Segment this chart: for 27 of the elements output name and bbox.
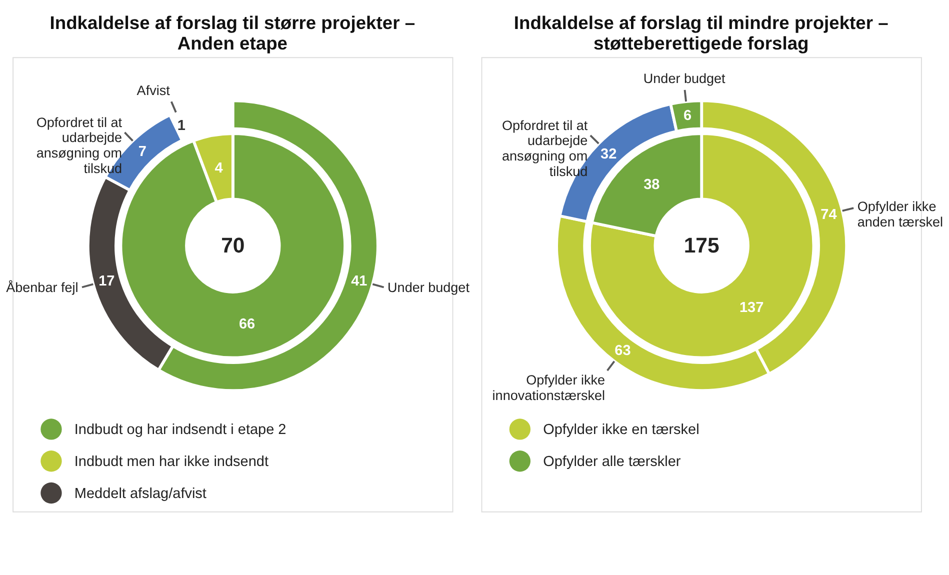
text: 70 [221,233,245,258]
chart-title: Indkaldelse af forslag til mindre projekter – støtteberettigede forslag [514,12,888,54]
chart-title: Indkaldelse af forslag til større projekter – Anden etape [50,12,416,54]
text: Opfylder ikke anden tærskel [857,198,943,230]
data-label: 7 [138,144,146,160]
text: 175 [684,233,720,258]
legend-label: Indbudt men har ikke indsendt [74,454,268,470]
legend-label: Indbudt og har indsendt i etape 2 [74,422,286,438]
legend-label: Opfylder ikke en tærskel [543,422,700,438]
legend-label: Opfylder alle tærskler [543,454,681,470]
data-label: 32 [600,146,617,162]
text: Afvist [136,83,170,98]
text: Åbenbar fejl [6,280,78,296]
text: Under budget [388,280,470,296]
data-label: 66 [238,316,256,332]
text: Under budget [643,71,726,86]
data-label: 4 [214,160,223,176]
data-label: 6 [683,108,692,124]
data-label: 1 [177,118,186,134]
text: Opfylder ikke innovationstærskel [492,372,605,403]
data-label: 38 [644,176,660,193]
legend-label: Meddelt afslag/afvist [74,486,206,502]
data-label: 137 [739,300,764,316]
data-label: 41 [351,273,368,290]
data-label: 74 [820,207,837,224]
data-label: 63 [614,342,631,359]
data-label: 17 [98,273,115,290]
